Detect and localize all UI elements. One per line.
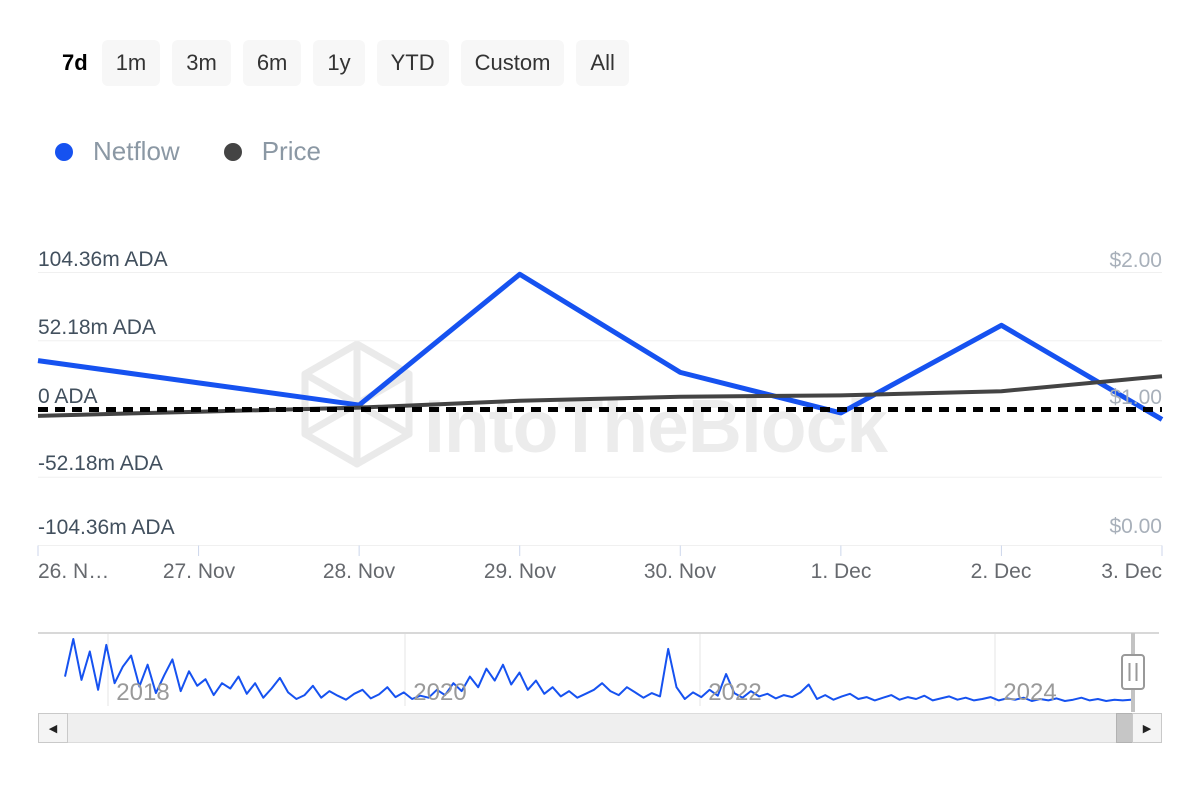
range-button-all[interactable]: All	[576, 40, 629, 86]
x-axis-label: 3. Dec	[1101, 560, 1162, 583]
scrollbar-right-button[interactable]: ▶	[1132, 713, 1162, 743]
navigator-year-label: 2020	[413, 679, 466, 706]
range-selector: 7d 1m 3m 6m 1y YTD Custom All	[60, 40, 629, 86]
legend-item-price[interactable]: Price	[223, 136, 321, 167]
navigator-sparkline	[64, 638, 1132, 702]
y-axis-label-left: 0 ADA	[38, 385, 98, 408]
x-axis-label: 26. N…	[38, 560, 109, 583]
y-axis-label-left: 52.18m ADA	[38, 316, 156, 339]
scrollbar-track[interactable]	[67, 713, 1135, 743]
y-axis-label-right: $1.00	[1109, 386, 1162, 409]
range-button-7d[interactable]: 7d	[62, 50, 88, 75]
y-axis-label-left: 104.36m ADA	[38, 248, 168, 271]
plot-area[interactable]	[38, 250, 1162, 546]
navigator-year-label: 2022	[708, 679, 761, 706]
x-axis-label: 2. Dec	[971, 560, 1032, 583]
y-axis-label-left: -52.18m ADA	[38, 452, 163, 475]
x-axis-label: 30. Nov	[644, 560, 717, 583]
navigator[interactable]: 2018 2020 2022 2024	[38, 632, 1159, 712]
x-axis-label: 1. Dec	[811, 560, 872, 583]
range-button-1m[interactable]: 1m	[101, 40, 161, 86]
navigator-handle[interactable]	[1121, 633, 1145, 712]
range-button-custom[interactable]: Custom	[460, 40, 565, 86]
y-axis-label-right: $2.00	[1109, 249, 1162, 272]
range-button-6m[interactable]: 6m	[242, 40, 302, 86]
y-axis-label-left: -104.36m ADA	[38, 516, 175, 539]
legend: Netflow Price	[55, 136, 365, 167]
legend-label-netflow: Netflow	[93, 136, 180, 166]
range-button-1y[interactable]: 1y	[313, 40, 365, 86]
y-axis-label-right: $0.00	[1109, 515, 1162, 538]
navigator-year-gridlines	[107, 634, 996, 706]
x-axis-label: 28. Nov	[323, 560, 396, 583]
navigator-year-label: 2024	[1003, 679, 1056, 706]
netflow-line	[37, 271, 1164, 422]
x-axis-label: 27. Nov	[163, 560, 236, 583]
range-button-3m[interactable]: 3m	[172, 40, 231, 86]
chart-scrollbar: ◀ ▶	[38, 713, 1163, 743]
arrow-right-icon: ▶	[1142, 722, 1152, 735]
x-axis-label: 29. Nov	[484, 560, 557, 583]
legend-item-netflow[interactable]: Netflow	[55, 136, 180, 167]
scrollbar-left-button[interactable]: ◀	[38, 713, 68, 743]
netflow-dot-icon	[55, 142, 73, 161]
intotheblock-logo-icon	[301, 340, 413, 468]
price-dot-icon	[223, 142, 242, 161]
range-button-ytd[interactable]: YTD	[376, 40, 449, 86]
x-axis-ticks	[37, 545, 1163, 556]
arrow-left-icon: ◀	[48, 722, 58, 735]
navigator-year-label: 2018	[116, 679, 169, 706]
legend-label-price: Price	[261, 136, 321, 166]
scrollbar-thumb[interactable]	[1116, 713, 1133, 743]
